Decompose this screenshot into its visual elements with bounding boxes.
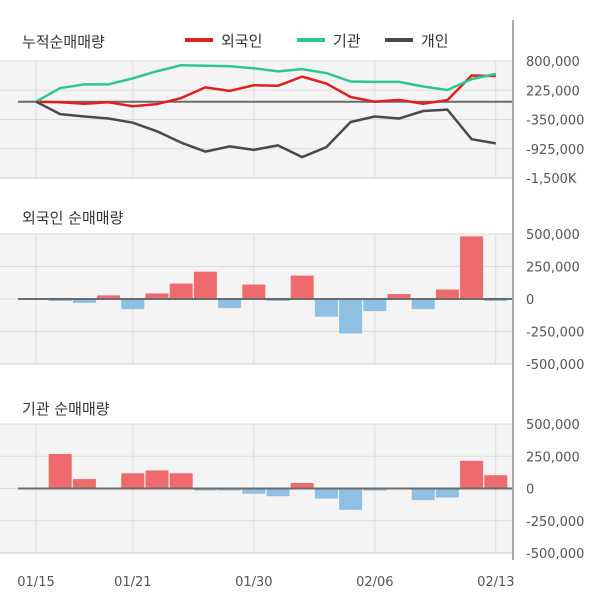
bar xyxy=(169,473,193,489)
y-tick-label: 0 xyxy=(526,483,534,498)
bar xyxy=(193,271,217,299)
bar xyxy=(411,488,435,501)
bar xyxy=(339,299,363,334)
bar xyxy=(218,299,242,309)
legend-label: 기관 xyxy=(333,32,361,50)
bar xyxy=(460,236,484,299)
bar xyxy=(460,460,484,489)
y-tick-label: 250,000 xyxy=(526,261,580,276)
x-tick-label: 02/13 xyxy=(477,575,514,590)
bar xyxy=(411,299,435,310)
bar xyxy=(484,475,508,489)
y-tick-label: -500,000 xyxy=(526,358,584,373)
panel-title: 누적순매매량 xyxy=(22,33,105,51)
y-tick-label: -350,000 xyxy=(526,114,584,129)
bar xyxy=(290,482,314,489)
bar xyxy=(314,488,338,499)
y-tick-label: 500,000 xyxy=(526,228,580,243)
panel-title: 기관 순매매량 xyxy=(22,400,110,418)
panel-title: 외국인 순매매량 xyxy=(22,209,124,227)
bar xyxy=(242,284,266,299)
bar xyxy=(314,299,338,317)
bar xyxy=(97,295,121,299)
y-tick-label: -1,500K xyxy=(526,172,577,187)
x-tick-label: 01/30 xyxy=(235,575,272,590)
y-tick-label: 225,000 xyxy=(526,84,580,99)
legend-label: 개인 xyxy=(421,32,449,50)
bar xyxy=(72,299,96,303)
bar xyxy=(72,479,96,489)
bar xyxy=(435,289,459,299)
y-tick-label: 800,000 xyxy=(526,55,580,70)
bar xyxy=(290,275,314,299)
series-line-기관 xyxy=(35,63,497,103)
y-tick-label: 0 xyxy=(526,293,534,308)
bar xyxy=(266,488,290,497)
bar xyxy=(145,470,169,489)
bar xyxy=(145,293,169,299)
bar xyxy=(435,488,459,498)
y-tick-label: -925,000 xyxy=(526,143,584,158)
bar xyxy=(363,299,387,312)
x-tick-label: 02/06 xyxy=(356,575,393,590)
y-tick-label: 250,000 xyxy=(526,450,580,465)
bar xyxy=(121,473,145,489)
y-tick-label: -250,000 xyxy=(526,326,584,341)
series-line-개인 xyxy=(35,100,497,159)
bar xyxy=(48,453,72,489)
bar xyxy=(121,299,145,310)
y-tick-label: 500,000 xyxy=(526,418,580,433)
x-tick-label: 01/21 xyxy=(114,575,151,590)
bar xyxy=(242,488,266,494)
x-tick-label: 01/15 xyxy=(17,575,54,590)
series-line-외국인 xyxy=(35,74,496,108)
bar xyxy=(387,294,411,299)
bar xyxy=(169,283,193,299)
bar xyxy=(339,488,363,510)
y-tick-label: -250,000 xyxy=(526,515,584,530)
y-tick-label: -500,000 xyxy=(526,547,584,562)
legend-label: 외국인 xyxy=(221,32,262,50)
